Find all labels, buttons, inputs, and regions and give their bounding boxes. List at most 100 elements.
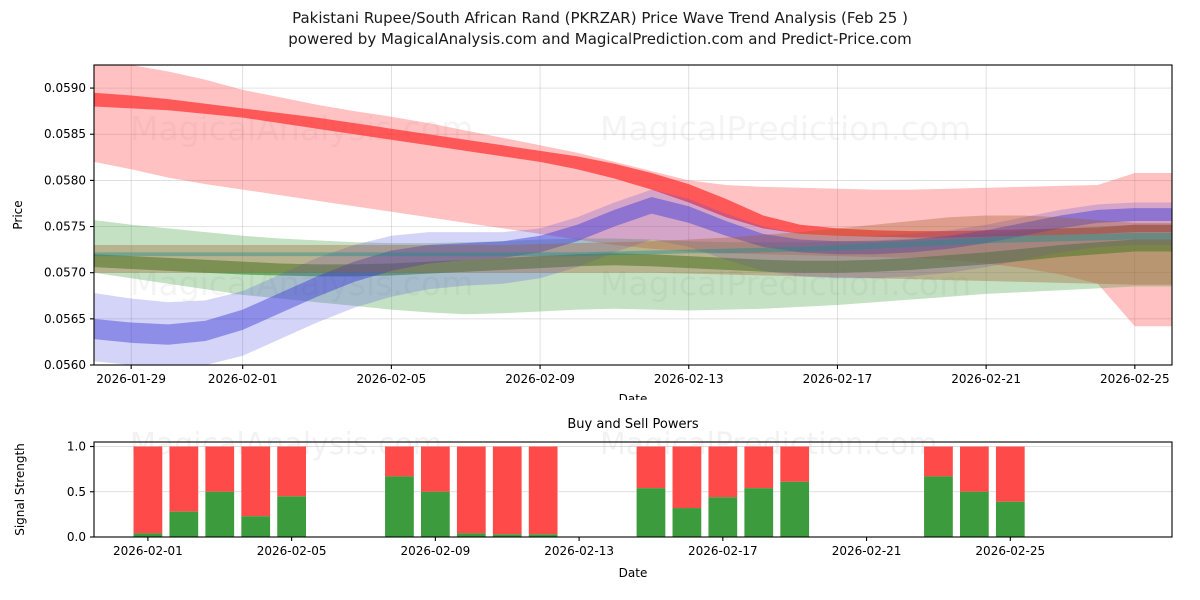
bar-sell-segment[interactable]: [492, 446, 522, 535]
y-tick-label: 0.0570: [44, 266, 86, 280]
plot-border: [93, 441, 1173, 538]
x-axis: 2026-01-29 2026-02-01 2026-02-05 2026-02-09…: [96, 365, 1170, 386]
band-support-inner: [94, 239, 1172, 277]
x-tick-label: 2026-02-21: [832, 544, 902, 558]
bar-group[interactable]: [205, 446, 235, 537]
bar-group[interactable]: [780, 446, 810, 537]
price-wave-chart: MagicalAnalysis.com MagicalPrediction.com…: [11, 64, 1173, 400]
page-title: Pakistani Rupee/South African Rand (PKRZ…: [0, 8, 1200, 50]
bar-buy-segment[interactable]: [528, 534, 558, 537]
bar-buy-segment[interactable]: [780, 481, 810, 537]
bar-buy-segment[interactable]: [744, 488, 774, 537]
bar-group[interactable]: [133, 446, 163, 537]
bar-group[interactable]: [492, 446, 522, 537]
x-tick-label: 2026-02-13: [654, 372, 724, 386]
x-tick-label: 2026-02-21: [951, 372, 1021, 386]
bar-sell-segment[interactable]: [780, 446, 810, 482]
band-wave-outer: [94, 189, 1172, 365]
bar-buy-segment[interactable]: [492, 534, 522, 537]
y-tick-label: 0.0580: [44, 173, 86, 187]
bar-sell-segment[interactable]: [456, 446, 486, 534]
bar-sell-segment[interactable]: [133, 446, 163, 534]
y-axis-label: Price: [11, 200, 25, 229]
bar-buy-segment[interactable]: [133, 533, 163, 537]
y-axis: 0.0 0.5 1.0: [67, 440, 94, 544]
bar-sell-segment[interactable]: [169, 446, 199, 512]
bar-group[interactable]: [995, 446, 1025, 537]
bar-sell-segment[interactable]: [636, 446, 666, 489]
y-axis: 0.0560 0.0565 0.0570 0.0575 0.0580 0.0585 0.05…: [44, 81, 94, 372]
subplot-title: Buy and Sell Powers: [567, 417, 698, 432]
bar-buy-segment[interactable]: [708, 497, 738, 537]
bar-sell-segment[interactable]: [672, 446, 702, 509]
bar-group[interactable]: [672, 446, 702, 537]
y-tick-label: 0.5: [67, 485, 86, 499]
bar-buy-segment[interactable]: [385, 476, 414, 537]
y-tick-label: 1.0: [67, 440, 86, 454]
x-tick-label: 2026-02-25: [1100, 372, 1170, 386]
bar-buy-segment[interactable]: [169, 511, 199, 537]
bar-sell-segment[interactable]: [420, 446, 450, 492]
bar-buy-segment[interactable]: [277, 496, 307, 537]
y-tick-label: 0.0575: [44, 220, 86, 234]
bar-group[interactable]: [636, 446, 666, 537]
bar-buy-segment[interactable]: [205, 491, 235, 537]
band-resistance-inner: [94, 92, 1172, 238]
band-layer: [94, 65, 1172, 365]
plot-border: [93, 64, 1173, 366]
bar-sell-segment[interactable]: [744, 446, 774, 489]
band-support-outer: [94, 220, 1172, 315]
bar-layer: [133, 446, 1025, 537]
x-axis-label: Date: [619, 566, 648, 580]
x-tick-label: 2026-02-25: [975, 544, 1045, 558]
band-trend-teal: [94, 233, 1172, 257]
bar-buy-segment[interactable]: [456, 533, 486, 537]
bar-sell-segment[interactable]: [528, 446, 558, 535]
y-tick-label: 0.0590: [44, 81, 86, 95]
bar-buy-segment[interactable]: [636, 488, 666, 537]
watermark-text: MagicalPrediction.com: [600, 109, 971, 148]
bar-buy-segment[interactable]: [672, 508, 702, 537]
bar-sell-segment[interactable]: [277, 446, 307, 497]
bar-sell-segment[interactable]: [241, 446, 271, 517]
bar-group[interactable]: [385, 446, 414, 537]
bar-group[interactable]: [241, 446, 271, 537]
bar-group[interactable]: [744, 446, 774, 537]
x-tick-label: 2026-02-01: [113, 544, 183, 558]
x-tick-label: 2026-02-05: [357, 372, 427, 386]
bar-group[interactable]: [924, 446, 953, 537]
bar-group[interactable]: [169, 446, 199, 537]
bar-sell-segment[interactable]: [708, 446, 738, 498]
bar-sell-segment[interactable]: [385, 446, 414, 477]
bar-sell-segment[interactable]: [959, 446, 989, 492]
bar-buy-segment[interactable]: [959, 491, 989, 537]
bar-group[interactable]: [277, 446, 307, 537]
bar-group[interactable]: [456, 446, 486, 537]
x-tick-label: 2026-02-13: [544, 544, 614, 558]
bar-sell-segment[interactable]: [205, 446, 235, 492]
band-trend-brown: [94, 215, 1172, 285]
bar-sell-segment[interactable]: [995, 446, 1025, 502]
y-tick-label: 0.0: [67, 530, 86, 544]
bar-group[interactable]: [959, 446, 989, 537]
x-axis-label: Date: [619, 392, 648, 400]
bar-sell-segment[interactable]: [924, 446, 953, 477]
x-tick-label: 2026-02-09: [505, 372, 575, 386]
bar-group[interactable]: [420, 446, 450, 537]
bar-buy-segment[interactable]: [420, 491, 450, 537]
y-tick-label: 0.0560: [44, 358, 86, 372]
x-tick-label: 2026-02-17: [803, 372, 873, 386]
bar-buy-segment[interactable]: [995, 501, 1025, 537]
bar-group[interactable]: [528, 446, 558, 537]
title-line-2: powered by MagicalAnalysis.com and Magic…: [288, 30, 912, 48]
bar-buy-segment[interactable]: [924, 476, 953, 537]
x-tick-label: 2026-02-17: [688, 544, 758, 558]
x-tick-label: 2026-02-09: [400, 544, 470, 558]
x-axis: 2026-02-01 2026-02-05 2026-02-09 2026-02-13…: [113, 537, 1045, 558]
y-axis-label: Signal Strength: [13, 443, 27, 536]
bar-group[interactable]: [708, 446, 738, 537]
bar-buy-segment[interactable]: [241, 516, 271, 537]
x-tick-label: 2026-02-05: [257, 544, 327, 558]
